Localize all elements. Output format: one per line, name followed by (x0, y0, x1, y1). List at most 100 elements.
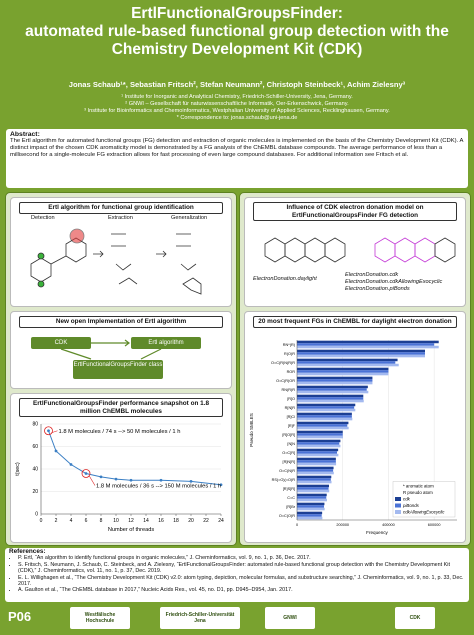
bar (297, 457, 336, 461)
performance-heading: ErtlFunctionalGroupsFinder performance s… (19, 398, 223, 418)
highlight-ring (44, 426, 53, 436)
bar (297, 430, 343, 434)
reference: E. L. Willighagen et al., “The Chemistry… (18, 575, 465, 588)
y-tick-label: [N]N (287, 442, 295, 446)
bar (297, 352, 425, 355)
bar (297, 367, 389, 371)
abstract-text: The Ertl algorithm for automated functio… (10, 138, 464, 159)
legend-swatch (395, 503, 401, 508)
bar (297, 415, 352, 418)
bar (297, 372, 389, 376)
ertl-box: Ertl algorithm for functional group iden… (10, 197, 232, 307)
ertl-heading: Ertl algorithm for functional group iden… (19, 202, 223, 214)
bar (297, 379, 373, 382)
bar (297, 487, 329, 490)
bar (297, 484, 329, 488)
annotation-arrow (88, 475, 96, 486)
legend-box (392, 481, 456, 518)
bar (297, 493, 327, 497)
legend-label: cdkAllowingExocyclic (403, 510, 445, 515)
ring (394, 237, 416, 263)
references: References: P. Ertl, “An algorithm to id… (5, 548, 469, 602)
y-tick-label: [R]Cl (287, 415, 296, 419)
bar (297, 471, 334, 475)
point (69, 463, 73, 466)
y-tick-label: R[N]R (285, 406, 296, 410)
fragment (176, 233, 202, 295)
model-label: ElectronDonation.cdk (345, 272, 399, 278)
bar (297, 480, 332, 484)
performance-box: ErtlFunctionalGroupsFinder performance s… (10, 393, 232, 543)
legend-swatch (395, 510, 401, 514)
y-tick-label: O=C(N)R (279, 469, 295, 473)
bar-chart: 0 200000 400000 600000 RN*(R) R(O)R O=C(R)N(R)… (249, 340, 457, 535)
x-tick-label: 4 (70, 518, 73, 524)
donation-structures (264, 237, 456, 263)
x-tick-label: 8 (100, 518, 103, 524)
point (99, 475, 103, 479)
bar (297, 424, 348, 427)
point (47, 429, 50, 433)
highlight (69, 228, 85, 244)
bar (297, 451, 337, 454)
node: CDK (31, 337, 91, 349)
ring (30, 257, 52, 283)
bar (297, 417, 353, 421)
legend-swatch (395, 497, 401, 501)
bar (297, 433, 343, 436)
x-tick-label: 14 (143, 518, 149, 524)
title-line: Chemistry Development Kit (CDK) (111, 41, 363, 58)
arrow (93, 250, 104, 258)
y-tick-label: 0 (35, 512, 38, 518)
logo: Westfälische Hochschule (70, 607, 130, 629)
bar (297, 462, 337, 466)
title-line: automated rule-based functional group de… (25, 23, 449, 40)
ring (434, 237, 456, 263)
bar (297, 412, 352, 416)
x-tick-label: 6 (85, 518, 88, 524)
fragment (111, 233, 138, 285)
bar (297, 399, 364, 403)
implementation-arrows (60, 339, 162, 360)
bond (50, 255, 67, 265)
y-tick-label: R(O)R (284, 352, 295, 356)
y-tick-label: 20 (32, 489, 38, 495)
model-label: ElectronDonation.cdkAllowingExocyclic (345, 279, 443, 285)
y-axis-label: t(sec) (15, 462, 21, 476)
y-tick-label: C=C (287, 496, 295, 500)
point (219, 483, 223, 487)
legend-label: piBonds (402, 503, 420, 508)
y-tick-label: RN*(R) (283, 343, 296, 347)
ring (284, 237, 306, 263)
x-tick-label: 600000 (428, 523, 441, 527)
bar (297, 403, 356, 407)
bar (297, 385, 368, 389)
abstract-heading: Abstract: (10, 131, 40, 138)
bar (297, 475, 332, 479)
bar (297, 498, 327, 502)
x-tick-label: 200000 (336, 523, 349, 527)
bar (297, 469, 334, 472)
highlight-ring (81, 469, 91, 478)
y-tick-label: RN(R)R (282, 388, 296, 392)
y-tick-label: ROR (287, 370, 296, 374)
y-tick-label: [R]Br (286, 505, 295, 509)
frequency-heading: 20 most frequent FGs in ChEMBL for dayli… (253, 316, 457, 328)
bar (297, 394, 364, 398)
y-tick-label: O=C[R] (282, 451, 295, 455)
donation-box: Influence of CDK electron donation model… (244, 197, 466, 307)
bar (297, 507, 325, 511)
implementation-heading: New open Implementation of Ertl algorith… (19, 316, 223, 328)
x-axis-label: Number of threads (108, 527, 155, 533)
y-tick-label: [R]O (287, 397, 295, 401)
logo: Friedrich-Schiller-Universität Jena (160, 607, 240, 629)
point (159, 478, 163, 482)
bar (297, 349, 425, 353)
x-tick-label: 400000 (382, 523, 395, 527)
y-tick-label: [R]O[R] (282, 433, 295, 437)
point (189, 479, 193, 483)
model-label: ElectronDonation.daylight (253, 276, 317, 282)
y-tick-label: RS(=O)(=O)R (272, 478, 296, 482)
highlight (37, 252, 45, 260)
